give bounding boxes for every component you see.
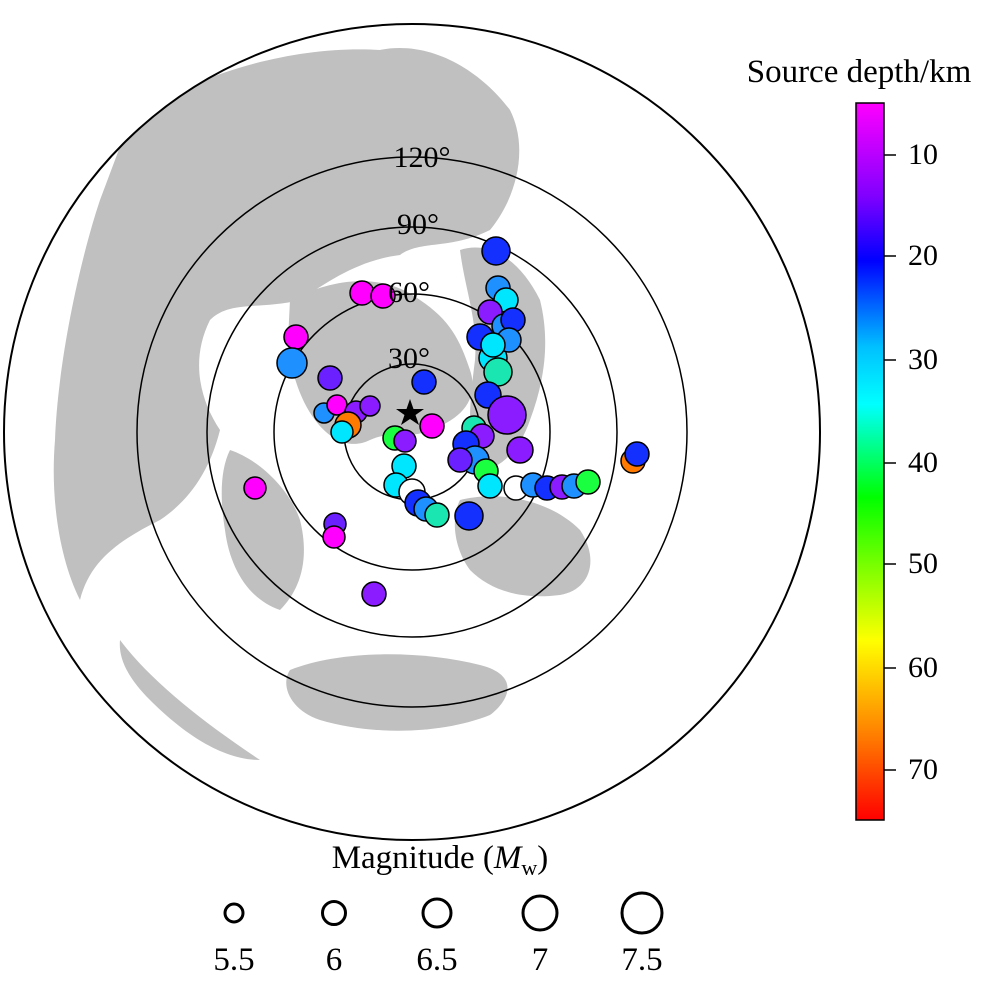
magnitude-label-7: 7 [532, 942, 549, 978]
earthquake-event [624, 441, 650, 467]
earthquake-event [477, 473, 503, 499]
depth-colorbar: Source depth/km 10 20 30 40 50 60 70 [747, 54, 972, 821]
earthquake-events [243, 236, 650, 607]
earthquake-event [454, 501, 484, 531]
colorbar-title: Source depth/km [747, 54, 972, 90]
earthquake-event [480, 332, 506, 358]
landmass-north [53, 48, 520, 601]
colorbar-label-70: 70 [908, 753, 938, 786]
earthquake-event [322, 525, 346, 549]
colorbar-tick-labels: 10 20 30 40 50 60 70 [908, 138, 938, 786]
earthquake-event [411, 369, 437, 395]
magnitude-symbol-6 [321, 900, 347, 926]
earthquake-event [349, 280, 375, 306]
earthquake-event [283, 324, 309, 350]
ring-60 [273, 293, 551, 571]
magnitude-legend: Magnitude (Mw) 5.5 6 6.5 7 7.5 [213, 840, 664, 978]
earthquake-event [243, 476, 267, 500]
magnitude-symbol-5.5 [223, 902, 245, 924]
magnitude-symbol-7.5 [620, 891, 664, 935]
landmass-southwest [221, 450, 304, 610]
earthquake-event [276, 347, 308, 379]
magnitude-label-6: 6 [326, 942, 343, 978]
ring-label-30: 30° [388, 342, 430, 375]
colorbar-label-20: 20 [908, 239, 938, 272]
magnitude-label-5.5: 5.5 [213, 942, 254, 978]
colorbar-label-10: 10 [908, 138, 938, 171]
star-icon [396, 399, 424, 425]
earthquake-event [506, 436, 534, 464]
colorbar-ticks [884, 154, 896, 771]
earthquake-event [317, 365, 343, 391]
magnitude-symbol-7 [521, 894, 559, 932]
magnitude-label-6.5: 6.5 [416, 942, 457, 978]
magnitude-label-7.5: 7.5 [621, 942, 662, 978]
earthquake-event [575, 469, 601, 495]
landmass-south-arc [119, 640, 260, 760]
ring-90 [206, 226, 618, 638]
earthquake-event [419, 413, 445, 439]
ring-label-60: 60° [388, 276, 430, 309]
earthquake-event [424, 502, 450, 528]
globe-boundary [3, 23, 821, 841]
ring-label-120: 120° [394, 141, 451, 174]
earthquake-event [487, 395, 527, 435]
earthquake-event [481, 236, 511, 266]
colorbar-label-60: 60 [908, 651, 938, 684]
ring-120 [136, 156, 688, 708]
ring-labels: 30° 60° 90° 120° [388, 141, 451, 375]
landmass-antarctica [286, 654, 508, 731]
earthquake-event [359, 395, 381, 417]
earthquake-event [361, 581, 387, 607]
earthquake-event [330, 420, 354, 444]
magnitude-legend-title: Magnitude (Mw) [332, 840, 549, 880]
earthquake-event [393, 429, 417, 453]
colorbar-label-30: 30 [908, 343, 938, 376]
magnitude-symbol-6.5 [421, 897, 453, 929]
colorbar-label-40: 40 [908, 446, 938, 479]
colorbar-gradient [855, 102, 885, 821]
colorbar-label-50: 50 [908, 547, 938, 580]
earthquake-event [447, 447, 473, 473]
earthquake-event [370, 283, 396, 309]
landmass-australia [454, 496, 591, 597]
ring-label-90: 90° [397, 208, 439, 241]
